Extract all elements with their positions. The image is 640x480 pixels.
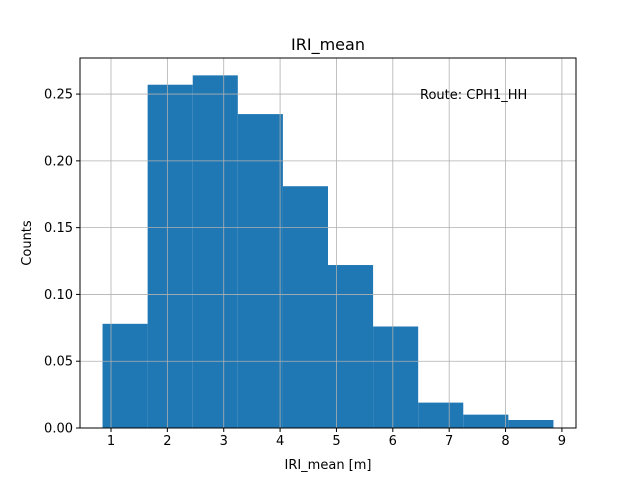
- histogram-bar: [418, 402, 464, 428]
- histogram-bar: [463, 414, 509, 428]
- x-axis-label: IRI_mean [m]: [284, 458, 371, 473]
- x-tick-label: 3: [220, 434, 228, 449]
- y-tick-label: 0.15: [44, 221, 73, 236]
- histogram-bar: [102, 323, 148, 428]
- x-tick-label: 5: [332, 434, 340, 449]
- x-tick-label: 4: [276, 434, 284, 449]
- y-tick-label: 0.20: [44, 154, 73, 169]
- y-tick-label: 0.25: [44, 88, 73, 103]
- x-tick-label: 9: [558, 434, 566, 449]
- chart-title: IRI_mean: [291, 35, 365, 55]
- x-tick-label: 1: [107, 434, 115, 449]
- histogram-bar: [328, 265, 374, 428]
- histogram-bar: [237, 114, 283, 429]
- histogram-bar: [147, 84, 193, 429]
- y-axis-label: Counts: [20, 220, 35, 266]
- plot-frame: [79, 57, 577, 429]
- histogram-bar: [282, 186, 328, 428]
- x-tick-label: 7: [445, 434, 453, 449]
- x-tick-label: 2: [163, 434, 171, 449]
- y-tick-label: 0.00: [44, 422, 73, 437]
- histogram-bar: [373, 326, 419, 428]
- x-axis-ticks: 1 2 3 4 5 6 7 8 9: [107, 428, 566, 449]
- y-tick-label: 0.05: [44, 355, 73, 370]
- x-tick-label: 6: [389, 434, 397, 449]
- bars: [102, 75, 554, 429]
- histogram-bar: [508, 419, 554, 428]
- route-annotation: Route: CPH1_HH: [420, 88, 527, 103]
- x-tick-label: 8: [501, 434, 509, 449]
- histogram-bar: [192, 75, 238, 428]
- y-axis-ticks: 0.00 0.05 0.10 0.15 0.20 0.25: [44, 88, 80, 437]
- y-tick-label: 0.10: [44, 288, 73, 303]
